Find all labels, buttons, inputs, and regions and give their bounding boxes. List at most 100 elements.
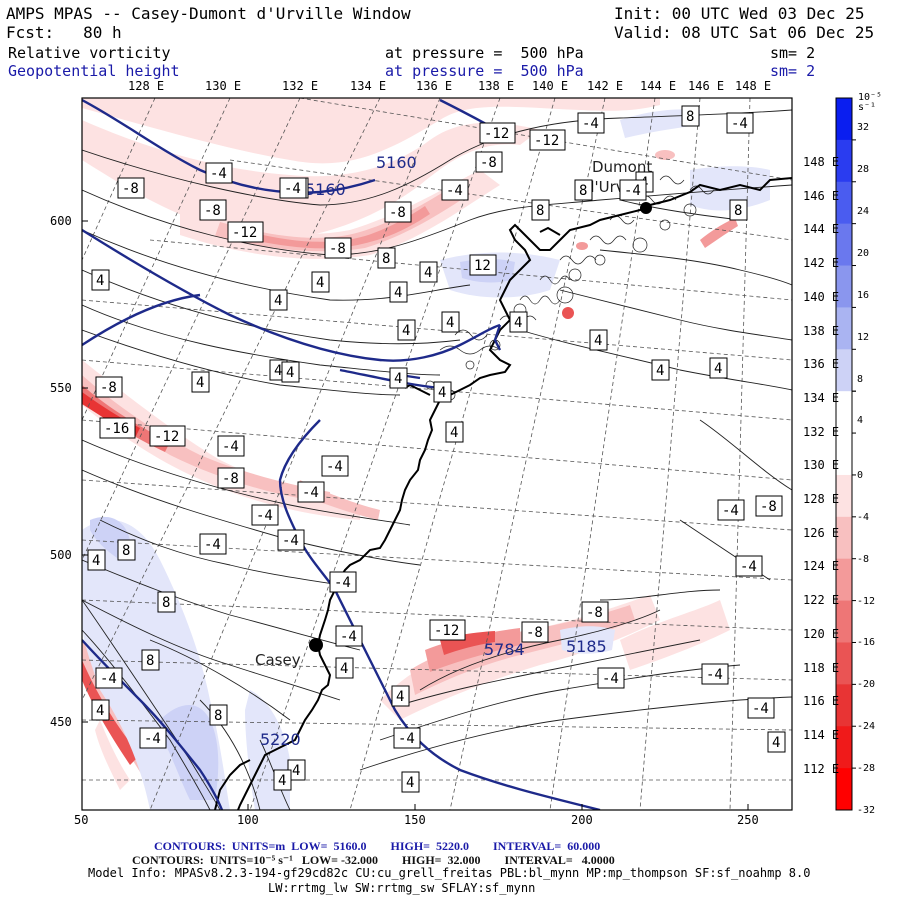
vorticity-label-text: 4 (286, 365, 294, 381)
vorticity-label-box (469, 254, 497, 276)
colorbar-swatch (836, 768, 852, 811)
vorticity-label-text: -4 (752, 701, 769, 717)
vorticity-label: -8 (755, 495, 783, 517)
vorticity-label-text: 4 (594, 333, 602, 349)
vorticity-label-text: -8 (760, 499, 777, 515)
footer-model-info: Model Info: MPASv8.2.3-194-gf29cd82c CU:… (88, 866, 811, 880)
vorticity-label-text: -4 (602, 671, 619, 687)
height-label-5220: 5220 (260, 730, 301, 749)
right-lon-label: 146 E (803, 188, 840, 203)
station-label-casey: Casey (255, 651, 301, 669)
vorticity-label-box (139, 727, 167, 749)
vorticity-label-box (205, 162, 233, 184)
colorbar-swatch (836, 558, 852, 602)
vorticity-label-text: -4 (334, 575, 351, 591)
vorticity-label: -8 (475, 151, 503, 173)
vorticity-label-box (321, 455, 349, 477)
vorticity-label-box (389, 281, 408, 303)
vorticity-label: -4 (321, 455, 349, 477)
right-lon-label: 138 E (803, 323, 840, 338)
vorticity-label-box (509, 311, 528, 333)
vorticity-label-box (279, 177, 307, 199)
right-lon-label: 112 E (803, 761, 840, 776)
colorbar-label: -12 (857, 595, 876, 607)
y-tick-600: 600 (50, 214, 72, 228)
vorticity-label-text: 4 (340, 661, 348, 677)
colorbar-swatch (836, 684, 852, 727)
vorticity-label-text: 4 (292, 763, 300, 779)
vorticity-label: 4 (401, 771, 420, 793)
vorticity-label: -4 (139, 727, 167, 749)
right-lon-label: 114 E (803, 727, 840, 742)
vorticity-label: -8 (384, 201, 412, 223)
vorticity-label-text: 4 (714, 361, 722, 377)
vorticity-label-text: 12 (474, 258, 491, 274)
vorticity-label: -8 (324, 237, 352, 259)
right-lon-label: 120 E (803, 626, 840, 641)
vorticity-label: 4 (445, 421, 464, 443)
vorticity-label: -8 (521, 621, 549, 643)
vorticity-label-text: 4 (196, 375, 204, 391)
vorticity-label-box (521, 621, 549, 643)
vorticity-label-text: 4 (96, 703, 104, 719)
colorbar-swatch (836, 265, 852, 308)
vorticity-label: -4 (577, 112, 605, 134)
vorticity-label-text: 4 (274, 293, 282, 309)
field2-smoothing: sm= 2 (770, 62, 816, 80)
vorticity-label: 4 (335, 657, 354, 679)
vorticity-label: -4 (329, 571, 357, 593)
vorticity-label: 4 (433, 381, 452, 403)
vorticity-label-box (393, 727, 421, 749)
vorticity-label-box (726, 112, 754, 134)
vorticity-label-text: 4 (278, 773, 286, 789)
colorbar-unit: 10⁻⁵ s⁻¹ (858, 92, 883, 113)
right-lon-label: 124 E (803, 559, 840, 574)
vorticity-label-text: 4 (446, 315, 454, 331)
vorticity-label-text: -8 (100, 380, 117, 396)
top-lon-label: 140 E (532, 79, 569, 93)
vorticity-label: 8 (531, 199, 550, 221)
vorticity-label-text: 4 (514, 315, 522, 331)
vorticity-label-text: 4 (424, 265, 432, 281)
vorticity-label-box (209, 704, 228, 726)
vorticity-label-box (217, 467, 245, 489)
vorticity-label-box (767, 731, 786, 753)
y-tick-500: 500 (50, 548, 72, 562)
vorticity-label-text: 8 (686, 109, 694, 125)
colorbar-label: 32 (857, 122, 870, 134)
vorticity-label-box (117, 177, 145, 199)
vorticity-label-text: -8 (204, 203, 221, 219)
vorticity-label-box (335, 625, 363, 647)
colorbar-label: -16 (857, 637, 876, 649)
vorticity-label-box (377, 247, 396, 269)
vorticity-label-text: 4 (274, 363, 282, 379)
vorticity-label-box (651, 359, 670, 381)
vorticity-label: 8 (209, 704, 228, 726)
casey-station-marker (309, 638, 323, 652)
vorticity-label-text: 8 (122, 543, 130, 559)
vorticity-label: -16 (99, 417, 136, 439)
vorticity-label-box (717, 499, 745, 521)
vorticity-label-text: -8 (389, 205, 406, 221)
vorticity-label-box (729, 199, 748, 221)
right-lon-label: 126 E (803, 525, 840, 540)
vorticity-label-box (95, 376, 123, 398)
vorticity-label: -4 (217, 435, 245, 457)
field1-level: at pressure = 500 hPa (385, 44, 584, 62)
vorticity-label-text: 8 (734, 203, 742, 219)
dumont-durville-station-marker (640, 202, 652, 214)
colorbar-label: -20 (857, 679, 876, 691)
colorbar-label: -8 (857, 553, 870, 565)
vorticity-label: -4 (251, 504, 279, 526)
colorbar-label: 20 (857, 247, 870, 259)
vorticity-label-box (311, 271, 330, 293)
right-lon-label: 122 E (803, 593, 840, 608)
vorticity-label-text: -8 (329, 241, 346, 257)
vorticity-label-text: -4 (326, 459, 343, 475)
right-lon-label: 116 E (803, 694, 840, 709)
colorbar-label: -32 (857, 805, 876, 816)
vorticity-label: 8 (729, 199, 748, 221)
vorticity-label: -4 (393, 727, 421, 749)
colorbar-swatch (836, 98, 852, 141)
vorticity-label: 12 (469, 254, 497, 276)
